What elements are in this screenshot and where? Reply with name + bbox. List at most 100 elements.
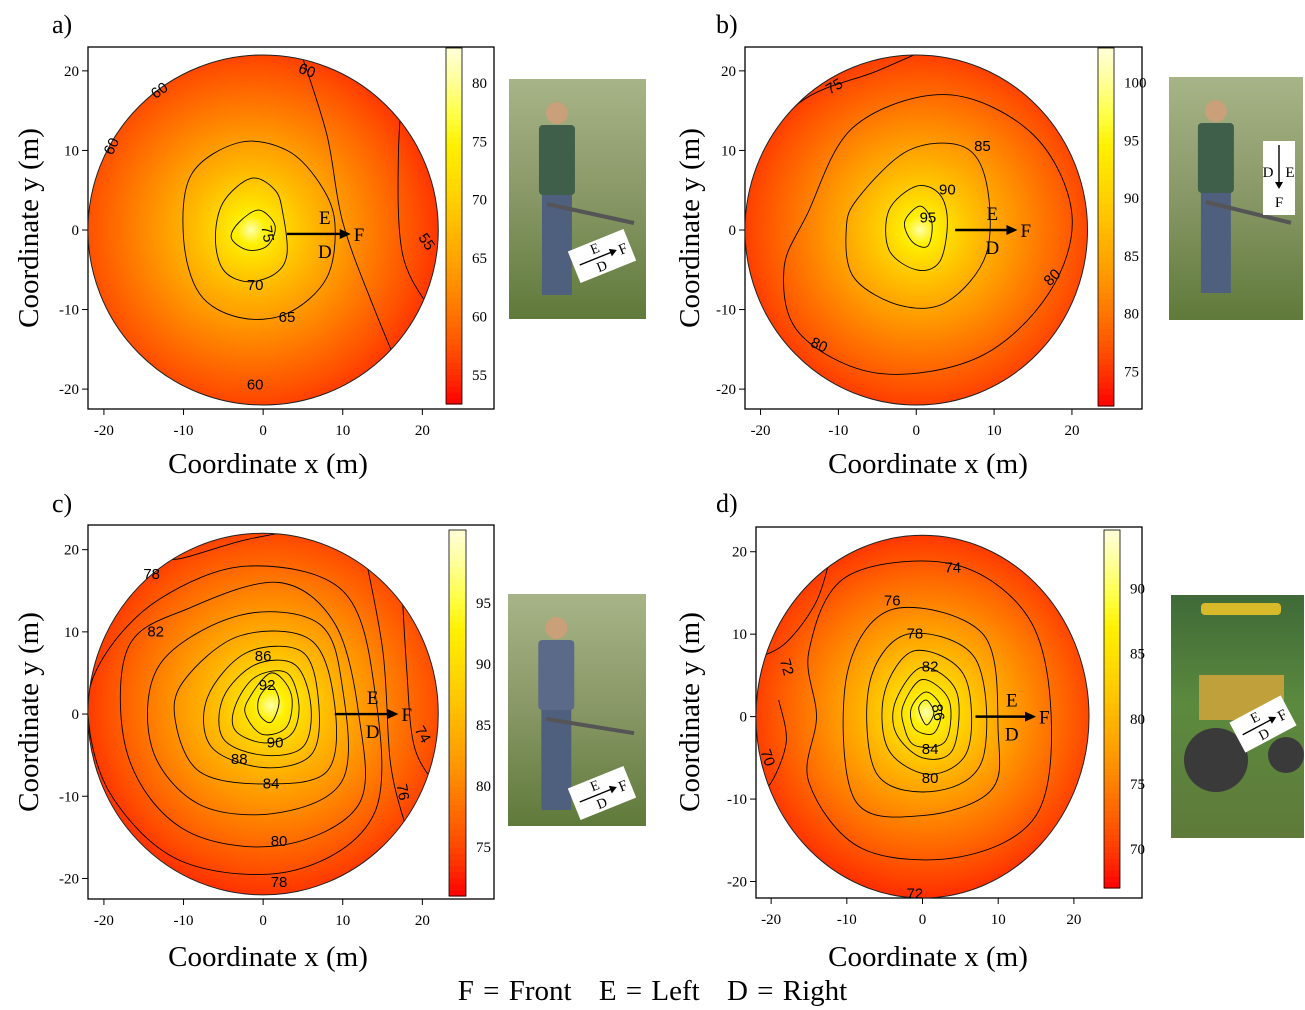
panel-label: a)	[52, 10, 72, 39]
colorbar-band	[446, 154, 462, 162]
colorbar-band	[446, 148, 462, 156]
contour-label: 84	[263, 775, 280, 792]
colorbar-tick-label: 85	[476, 718, 491, 734]
isoline-82	[892, 666, 960, 760]
colorbar-band	[449, 536, 466, 543]
operator-body	[538, 125, 575, 195]
colorbar-band	[446, 338, 462, 346]
colorbar-tick-label: 75	[1130, 777, 1145, 793]
colorbar-band	[446, 356, 462, 364]
colorbar-band	[449, 664, 466, 671]
x-tick-label: 20	[415, 913, 430, 929]
colorbar-band	[446, 71, 462, 79]
colorbar-band	[449, 883, 466, 891]
x-tick-label: -10	[174, 423, 194, 439]
contour-label: 60	[296, 60, 317, 82]
y-tick-label: -10	[716, 303, 736, 319]
colorbar-band	[449, 835, 466, 842]
colorbar-band	[446, 237, 462, 245]
colorbar-band	[1098, 340, 1114, 347]
colorbar-band	[449, 853, 466, 860]
y-tick-label: -20	[716, 382, 736, 398]
card-arrowhead	[608, 785, 617, 794]
isoline-76	[358, 533, 407, 830]
colorbar-band	[449, 743, 466, 751]
colorbar-band	[1098, 95, 1114, 103]
isoline-85	[845, 142, 991, 309]
colorbar-band	[449, 676, 466, 684]
y-tick-label: 0	[72, 223, 80, 239]
colorbar-band	[446, 95, 462, 102]
isoline-80	[88, 565, 383, 875]
colorbar-tick-label: 75	[1124, 364, 1139, 380]
colorbar-band	[1098, 376, 1114, 383]
colorbar-band	[1098, 113, 1114, 121]
operator-body	[1197, 123, 1234, 193]
colorbar-band	[446, 297, 462, 304]
y-tick-label: 10	[732, 627, 747, 643]
colorbar-band	[1104, 541, 1120, 549]
colorbar-band	[449, 542, 466, 549]
contour-label: 60	[101, 135, 123, 157]
colorbar-band	[446, 309, 462, 316]
colorbar-band	[446, 231, 462, 239]
colorbar-tick-label: 90	[1130, 582, 1145, 598]
card-arrow	[579, 250, 614, 266]
colorbar-band	[1104, 631, 1120, 638]
survey-circle	[87, 532, 439, 896]
colorbar-band	[1104, 661, 1120, 668]
colorbar-band	[1098, 215, 1114, 222]
colorbar-band	[449, 761, 466, 769]
colorbar-band	[446, 279, 462, 286]
colorbar-tick-label: 80	[476, 779, 491, 795]
x-tick-label: 20	[415, 423, 430, 439]
colorbar-band	[1104, 553, 1120, 561]
colorbar-band	[1098, 262, 1114, 270]
colorbar-band	[449, 755, 466, 763]
y-tick-label: 20	[64, 543, 79, 559]
colorbar-band	[449, 810, 466, 818]
card-arrowhead	[1268, 716, 1277, 724]
colorbar-band	[449, 865, 466, 873]
colorbar-band	[1104, 547, 1120, 555]
contour-label: 80	[808, 334, 830, 356]
colorbar-band	[446, 386, 462, 393]
direction-arrowhead	[1025, 711, 1037, 722]
colorbar-band	[446, 291, 462, 298]
y-tick-label: 0	[729, 223, 737, 239]
label-right: D	[366, 722, 380, 743]
caption-left: E = Left	[598, 975, 700, 1007]
x-tick-label: 10	[335, 913, 350, 929]
y-tick-label: 0	[740, 710, 748, 726]
colorbar-band	[449, 889, 466, 897]
colorbar-band	[1098, 370, 1114, 377]
isoline-92	[231, 670, 300, 744]
colorbar-band	[1104, 613, 1120, 621]
colorbar-band	[1098, 232, 1114, 240]
colorbar-band	[449, 645, 466, 653]
tool-shaft	[546, 202, 635, 225]
label-front: F	[401, 705, 412, 726]
colorbar-band	[449, 774, 466, 781]
colorbar-band	[1104, 828, 1120, 835]
colorbar-band	[446, 326, 462, 334]
direction-arrowhead	[387, 709, 399, 720]
contour-field	[88, 54, 439, 406]
x-tick-label: -10	[837, 912, 857, 928]
colorbar-tick-label: 85	[1130, 647, 1145, 663]
colorbar-tick-label: 90	[476, 657, 491, 673]
colorbar-band	[446, 59, 462, 67]
contour-label: 70	[247, 277, 264, 294]
colorbar-band	[449, 578, 466, 586]
operator-head	[1204, 100, 1227, 122]
colorbar-frame	[1097, 47, 1115, 407]
contour-label: 90	[939, 182, 956, 199]
colorbar-band	[1104, 762, 1120, 770]
y-axis-label: Coordinate y (m)	[13, 128, 45, 328]
x-tick-label: -20	[94, 913, 114, 929]
isoline-74	[806, 560, 1052, 861]
colorbar-band	[446, 53, 462, 61]
colorbar-band	[1098, 388, 1114, 395]
colorbar-band	[1104, 792, 1120, 800]
